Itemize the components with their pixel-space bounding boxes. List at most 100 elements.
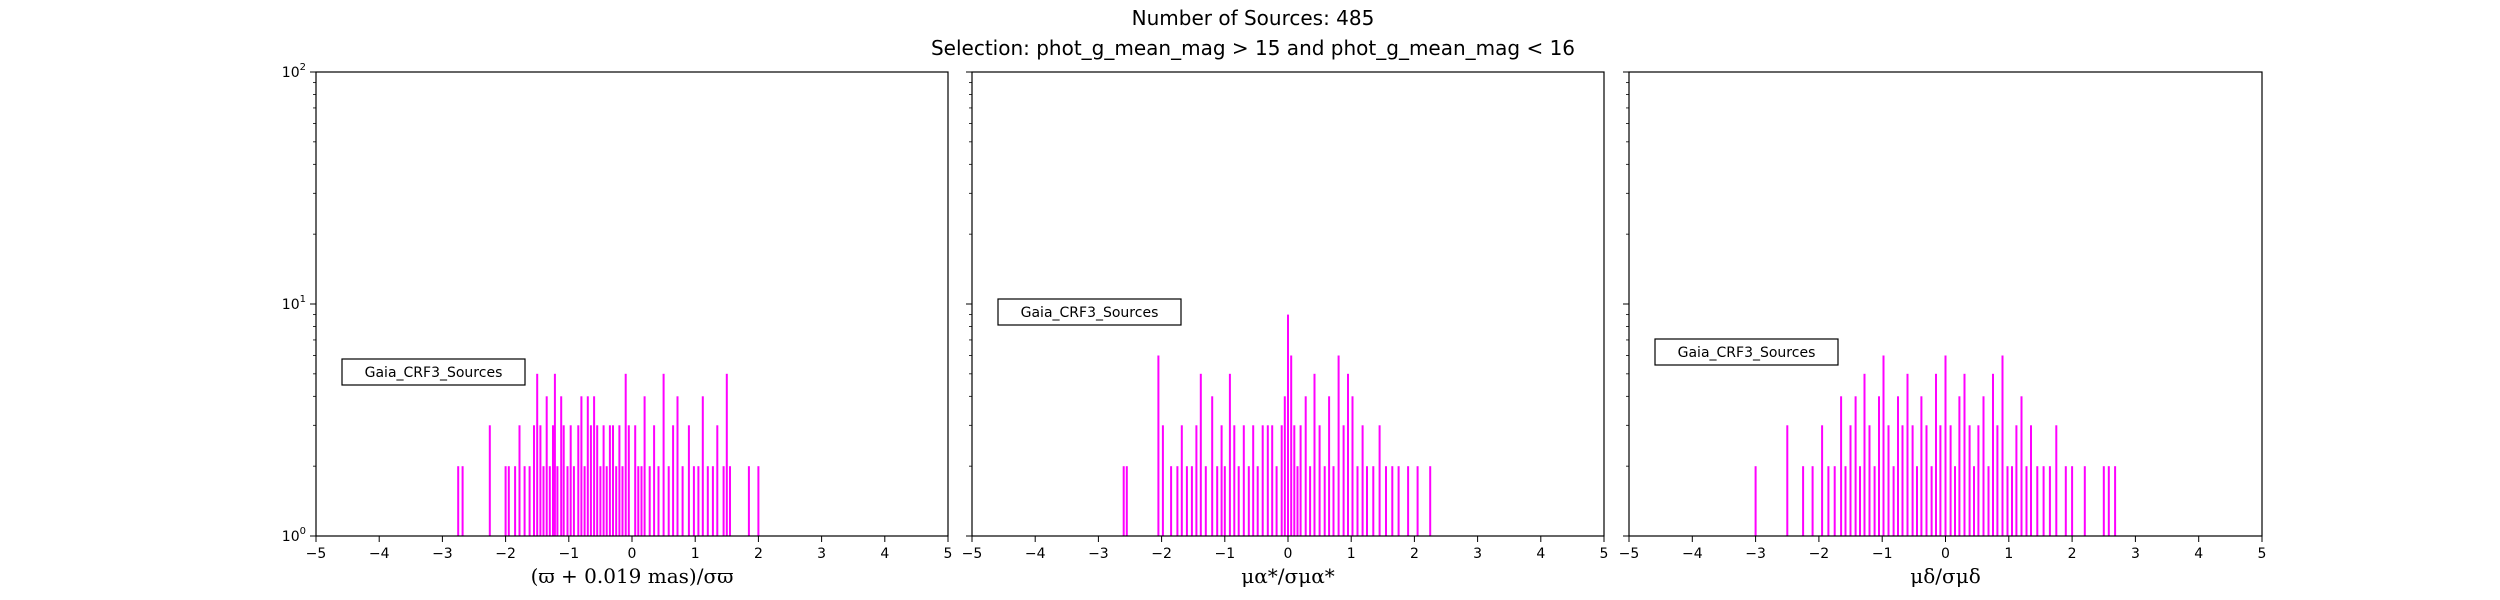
histogram-bar — [1180, 425, 1183, 536]
histogram-bar — [1963, 373, 1966, 536]
histogram-bar — [2025, 466, 2028, 536]
histogram-bar — [612, 425, 614, 536]
x-tick-label: 1 — [691, 546, 700, 562]
x-tick-label: 5 — [1600, 546, 1609, 562]
histogram-bar — [1211, 396, 1214, 536]
histogram-bar — [1873, 466, 1876, 536]
x-tick-label: 3 — [2131, 546, 2140, 562]
histogram-bar — [2020, 396, 2023, 536]
histogram-bar — [662, 373, 665, 536]
histogram-bar — [1897, 396, 1899, 536]
histogram-bar — [1256, 466, 1259, 536]
histogram-bar — [1892, 466, 1895, 536]
x-tick-label: 3 — [1473, 546, 1482, 562]
x-tick-label: 2 — [1410, 546, 1419, 562]
histogram-bar — [697, 466, 700, 536]
histogram-bar — [618, 425, 621, 536]
histogram-bar — [1844, 466, 1847, 536]
histogram-bar — [2030, 425, 2032, 536]
histogram-bar — [624, 373, 627, 536]
histogram-bar — [1935, 373, 1937, 536]
histogram-bar — [627, 425, 630, 536]
histogram-bar — [1275, 466, 1278, 536]
histogram-bar — [2006, 466, 2009, 536]
histogram-bar — [716, 425, 719, 536]
histogram-bar — [1261, 425, 1264, 536]
histogram-bar — [552, 425, 554, 536]
histogram-bar — [747, 466, 750, 536]
x-tick-label: −1 — [558, 546, 579, 562]
histogram-bar — [1882, 355, 1885, 536]
histogram-bar — [1328, 396, 1331, 536]
histogram-bar — [1347, 373, 1349, 536]
histogram-bar — [599, 466, 602, 536]
histogram-bar — [725, 373, 728, 536]
histogram-bar — [583, 466, 586, 536]
histogram-bar — [1170, 466, 1173, 536]
x-tick-label: −4 — [369, 546, 390, 562]
histogram-bar — [1247, 466, 1250, 536]
histogram-bar — [1833, 466, 1836, 536]
histogram-bar — [2001, 355, 2004, 536]
histogram-bar — [1280, 425, 1283, 536]
histogram-bar — [637, 466, 640, 536]
x-tick-label: 4 — [2194, 546, 2203, 562]
histogram-bar — [1968, 425, 1971, 536]
histogram-bar — [1887, 425, 1890, 536]
x-tick-label: 3 — [817, 546, 826, 562]
histogram-bar — [1323, 466, 1326, 536]
legend-box — [1654, 338, 1839, 366]
y-tick-label: 102 — [282, 62, 306, 81]
histogram-bar — [729, 466, 731, 536]
histogram-bar — [1878, 396, 1880, 536]
histogram-bar — [657, 466, 660, 536]
histogram-bar — [1223, 466, 1226, 536]
histogram-bar — [545, 396, 548, 536]
x-tick-label: −2 — [1151, 546, 1172, 562]
histogram-bar — [1287, 314, 1289, 536]
x-axis-label: μα*/σμα* — [1241, 564, 1334, 588]
histogram-bar — [1176, 466, 1179, 536]
histogram-bar — [2036, 466, 2039, 536]
histogram-bar — [528, 466, 531, 536]
histogram-bar — [2083, 466, 2086, 536]
histogram-bar — [2055, 425, 2058, 536]
histogram-bar — [1252, 425, 1255, 536]
y-tick-label: 101 — [282, 294, 306, 313]
histogram-bar — [542, 466, 545, 536]
histogram-bar — [2042, 466, 2045, 536]
histogram-bar — [757, 466, 760, 536]
x-tick-label: 5 — [944, 546, 953, 562]
histogram-bar — [569, 425, 572, 536]
histogram-bar — [1342, 425, 1345, 536]
histogram-bar — [586, 396, 589, 536]
histogram-bar — [1863, 373, 1866, 536]
histogram-bar — [1293, 425, 1296, 536]
histogram-bar — [1228, 373, 1231, 536]
x-tick-label: 1 — [2004, 546, 2013, 562]
histogram-bar — [2015, 425, 2018, 536]
histogram-bar — [1356, 466, 1359, 536]
histogram-bar — [1920, 396, 1923, 536]
histogram-bar — [701, 396, 704, 536]
histogram-bar — [2102, 466, 2105, 536]
histogram-bar — [1925, 425, 1928, 536]
histogram-bar — [1122, 466, 1125, 536]
histogram-bar — [1318, 425, 1321, 536]
histogram-bar — [1859, 466, 1861, 536]
histogram-bar — [1266, 425, 1269, 536]
histogram-bar — [1786, 425, 1789, 536]
legend-label: Gaia_CRF3_Sources — [1021, 305, 1159, 321]
histogram-bar — [1911, 425, 1914, 536]
histogram-bar — [1290, 355, 1293, 536]
histogram-bar — [1977, 425, 1980, 536]
histogram-bar — [1821, 425, 1824, 536]
histogram-bar — [608, 425, 611, 536]
histogram-bar — [457, 466, 460, 536]
legend-box — [341, 358, 526, 386]
x-tick-label: 0 — [1941, 546, 1950, 562]
histogram-bar — [1827, 466, 1830, 536]
histogram-bar — [539, 425, 542, 536]
histogram-bar — [560, 396, 563, 536]
